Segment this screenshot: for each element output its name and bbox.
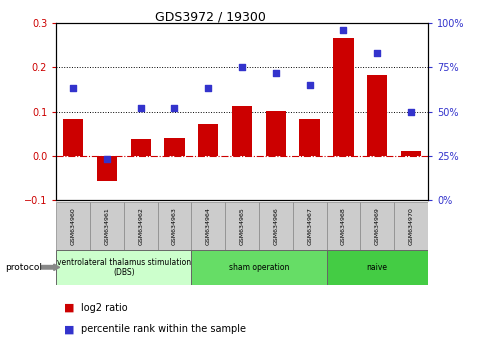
Bar bbox=[259, 202, 292, 250]
Bar bbox=[63, 119, 83, 156]
Text: ■: ■ bbox=[63, 303, 74, 313]
Text: GSM634960: GSM634960 bbox=[70, 207, 76, 245]
Text: GSM634968: GSM634968 bbox=[340, 207, 345, 245]
Bar bbox=[299, 120, 319, 156]
Bar bbox=[164, 138, 184, 156]
Text: ■: ■ bbox=[63, 324, 74, 334]
Bar bbox=[198, 124, 218, 156]
Text: GSM634962: GSM634962 bbox=[138, 207, 143, 245]
Point bbox=[204, 86, 212, 91]
Point bbox=[103, 156, 111, 162]
Point bbox=[339, 27, 346, 33]
Text: naive: naive bbox=[366, 263, 387, 272]
Text: GSM634963: GSM634963 bbox=[172, 207, 177, 245]
Text: GSM634970: GSM634970 bbox=[407, 207, 413, 245]
Bar bbox=[97, 156, 117, 181]
Text: log2 ratio: log2 ratio bbox=[81, 303, 127, 313]
Text: protocol: protocol bbox=[5, 263, 42, 272]
Text: GSM634966: GSM634966 bbox=[273, 207, 278, 245]
Bar bbox=[123, 202, 157, 250]
Bar bbox=[366, 75, 386, 156]
Bar bbox=[400, 152, 420, 156]
Bar bbox=[56, 250, 191, 285]
Bar bbox=[326, 250, 427, 285]
Bar bbox=[292, 202, 326, 250]
Bar bbox=[224, 202, 259, 250]
Bar bbox=[333, 39, 353, 156]
Point bbox=[170, 105, 178, 111]
Point bbox=[137, 105, 144, 111]
Text: percentile rank within the sample: percentile rank within the sample bbox=[81, 324, 245, 334]
Bar bbox=[191, 202, 224, 250]
Bar bbox=[360, 202, 393, 250]
Text: GSM634967: GSM634967 bbox=[306, 207, 311, 245]
Point bbox=[238, 64, 245, 70]
Text: sham operation: sham operation bbox=[228, 263, 288, 272]
Point bbox=[372, 50, 380, 56]
Point bbox=[69, 86, 77, 91]
Text: GSM634961: GSM634961 bbox=[104, 207, 109, 245]
Bar bbox=[326, 202, 360, 250]
Bar bbox=[56, 202, 90, 250]
Text: GSM634969: GSM634969 bbox=[374, 207, 379, 245]
Text: GSM634964: GSM634964 bbox=[205, 207, 210, 245]
Text: ventrolateral thalamus stimulation
(DBS): ventrolateral thalamus stimulation (DBS) bbox=[57, 258, 190, 277]
Text: GDS3972 / 19300: GDS3972 / 19300 bbox=[155, 11, 265, 24]
Point bbox=[305, 82, 313, 88]
Bar bbox=[191, 250, 326, 285]
Bar bbox=[157, 202, 191, 250]
Bar bbox=[231, 106, 252, 156]
Point bbox=[406, 109, 414, 114]
Bar bbox=[130, 139, 150, 156]
Bar bbox=[90, 202, 123, 250]
Text: GSM634965: GSM634965 bbox=[239, 207, 244, 245]
Point bbox=[271, 70, 279, 75]
Bar bbox=[393, 202, 427, 250]
Bar bbox=[265, 110, 285, 156]
